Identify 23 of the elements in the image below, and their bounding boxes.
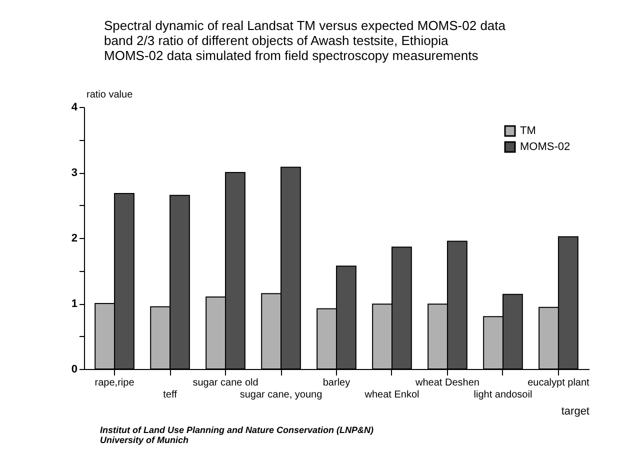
x-tick-label: sugar cane old <box>192 378 258 388</box>
y-tick-label: 2 <box>71 232 78 244</box>
text: University of Munich <box>100 435 190 445</box>
x-tick-label: wheat Deshen <box>414 378 480 388</box>
x-tick-label: sugar cane, young <box>240 390 322 400</box>
x-tick-label: barley <box>322 378 350 388</box>
legend-label: MOMS-02 <box>520 141 570 153</box>
text: MOMS-02 data simulated from field spectroscopy measurements <box>104 48 478 63</box>
y-tick-label: 3 <box>71 167 78 179</box>
x-tick-label: rape,ripe <box>94 378 135 388</box>
x-axis-title: target <box>561 406 590 418</box>
y-tick-label: 4 <box>71 102 78 114</box>
text: band 2/3 ratio of different objects of Awash testsite, Ethiopia <box>104 33 448 48</box>
y-tick-label: 1 <box>71 298 78 310</box>
y-axis-title: ratio value <box>86 90 134 100</box>
x-tick-label: light andosoil <box>474 390 532 400</box>
y-tick-label: 0 <box>71 364 78 376</box>
text: Institut of Land Use Planning and Nature Conservation (LNP&N) <box>100 425 374 435</box>
x-tick-label: teff <box>163 390 178 400</box>
text: Spectral dynamic of real Landsat TM versus expected MOMS-02 data <box>104 18 506 33</box>
x-tick-label: eucalypt plant <box>528 378 590 388</box>
legend-label: TM <box>520 125 536 137</box>
x-tick-label: wheat Enkol <box>364 390 420 400</box>
